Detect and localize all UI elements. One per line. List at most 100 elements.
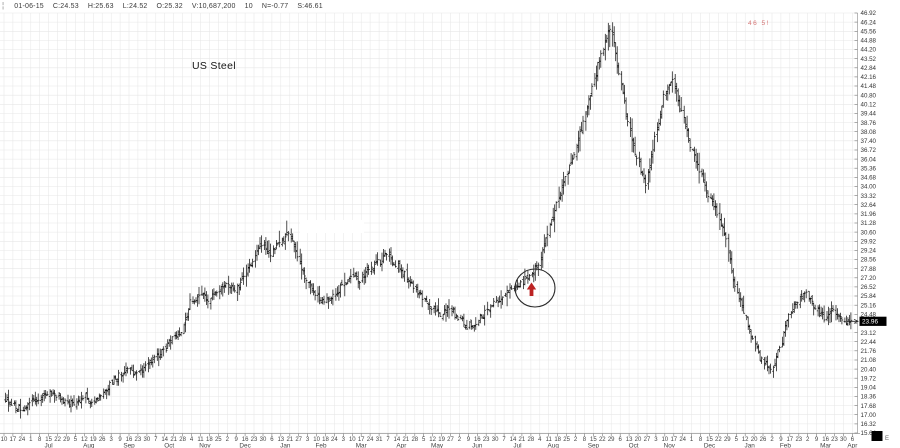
month-label: Nov bbox=[199, 442, 211, 448]
week-tick-label: 6 bbox=[851, 437, 855, 443]
week-tick-label: 15 bbox=[706, 437, 713, 443]
week-tick-label: 24 bbox=[331, 437, 338, 443]
week-tick-label: 11 bbox=[197, 437, 204, 443]
week-tick-label: 18 bbox=[206, 437, 213, 443]
week-tick-label: 29 bbox=[63, 437, 70, 443]
week-tick-label: 16 bbox=[474, 437, 481, 443]
month-label: Jul bbox=[513, 442, 521, 448]
week-tick-label: 8 bbox=[583, 437, 587, 443]
week-tick-label: 12 bbox=[429, 437, 436, 443]
week-tick-label: 19 bbox=[90, 437, 97, 443]
status-s-value: S:46.61 bbox=[297, 3, 323, 10]
week-tick-label: 21 bbox=[402, 437, 409, 443]
week-tick-label: 25 bbox=[215, 437, 222, 443]
week-tick-label: 16 bbox=[126, 437, 133, 443]
price-tick-label: 16.32 bbox=[861, 421, 877, 428]
price-tick-label: 26.52 bbox=[861, 284, 877, 291]
price-tick-label: 43.52 bbox=[861, 56, 877, 63]
week-tick-label: 20 bbox=[635, 437, 642, 443]
week-tick-label: 20 bbox=[751, 437, 758, 443]
status-interval: 10 bbox=[244, 3, 253, 10]
price-tick-label: 20.40 bbox=[861, 366, 877, 373]
month-label: Aug bbox=[83, 442, 95, 448]
week-tick-label: 9 bbox=[235, 437, 239, 443]
month-label: Jul bbox=[45, 442, 53, 448]
month-label: Mar bbox=[820, 442, 832, 448]
week-tick-label: 23 bbox=[795, 437, 802, 443]
month-label: Jan bbox=[745, 442, 756, 448]
week-tick-label: 7 bbox=[154, 437, 158, 443]
week-tick-label: 9 bbox=[815, 437, 819, 443]
week-tick-label: 23 bbox=[831, 437, 838, 443]
week-tick-label: 24 bbox=[19, 437, 26, 443]
price-tick-label: 46.24 bbox=[861, 19, 877, 26]
price-tick-label: 36.72 bbox=[861, 147, 877, 154]
whiteout-patch bbox=[424, 297, 482, 310]
week-tick-label: 11 bbox=[546, 437, 553, 443]
week-tick-label: 28 bbox=[528, 437, 535, 443]
week-tick-label: 23 bbox=[135, 437, 142, 443]
week-tick-label: 1 bbox=[29, 437, 33, 443]
week-tick-label: 21 bbox=[519, 437, 526, 443]
price-tick-label: 44.20 bbox=[861, 47, 877, 54]
week-tick-label: 29 bbox=[608, 437, 615, 443]
week-tick-label: 30 bbox=[260, 437, 267, 443]
month-label: Mar bbox=[356, 442, 368, 448]
week-tick-label: 10 bbox=[313, 437, 320, 443]
month-label: Sep bbox=[588, 442, 600, 448]
month-label: May bbox=[431, 442, 444, 448]
week-tick-label: 27 bbox=[295, 437, 302, 443]
week-tick-label: 9 bbox=[779, 437, 783, 443]
month-label: Apr bbox=[396, 442, 407, 448]
week-tick-label: 17 bbox=[10, 437, 17, 443]
status-low: L:24.52 bbox=[122, 3, 148, 10]
status-date: 01-06-15 bbox=[14, 3, 44, 10]
status-open: O:25.32 bbox=[156, 3, 183, 10]
price-tick-label: 33.32 bbox=[861, 193, 877, 200]
price-tick-label: 34.00 bbox=[861, 184, 877, 191]
week-tick-label: 27 bbox=[644, 437, 651, 443]
status-high: H:25.63 bbox=[87, 3, 114, 10]
price-axis: 46.92 46.24 45.56 44.88 44.20 43.52 42.84 42.16… bbox=[854, 10, 877, 437]
price-tick-label: 38.76 bbox=[861, 120, 877, 127]
week-tick-label: 2 bbox=[806, 437, 810, 443]
week-tick-label: 10 bbox=[349, 437, 356, 443]
month-label: Oct bbox=[164, 442, 174, 448]
last-price-box: 23.96 bbox=[847, 316, 887, 326]
week-tick-label: 3 bbox=[306, 437, 310, 443]
week-tick-label: 7 bbox=[502, 437, 506, 443]
week-tick-label: 16 bbox=[242, 437, 249, 443]
price-tick-label: 24.48 bbox=[861, 312, 877, 319]
price-tick-label: 27.20 bbox=[861, 275, 877, 282]
month-label: Jun bbox=[472, 442, 483, 448]
month-label: Dec bbox=[239, 442, 251, 448]
status-net-change: N=-0.77 bbox=[261, 3, 289, 10]
red-up-arrow-marker bbox=[526, 282, 537, 296]
price-tick-label: 44.88 bbox=[861, 38, 877, 45]
week-tick-label: 10 bbox=[661, 437, 668, 443]
week-tick-label: 27 bbox=[447, 437, 454, 443]
price-tick-label: 40.12 bbox=[861, 102, 877, 109]
week-tick-label: 9 bbox=[118, 437, 122, 443]
week-tick-label: 9 bbox=[467, 437, 471, 443]
price-tick-label: 17.68 bbox=[861, 403, 877, 410]
week-tick-label: 7 bbox=[386, 437, 390, 443]
price-tick-label: 28.56 bbox=[861, 257, 877, 264]
week-tick-label: 3 bbox=[654, 437, 658, 443]
week-tick-label: 3 bbox=[110, 437, 114, 443]
week-tick-label: 10 bbox=[1, 437, 8, 443]
month-label: Apr bbox=[847, 442, 858, 448]
week-tick-label: 24 bbox=[679, 437, 686, 443]
status-volume: V:10,687,200 bbox=[191, 3, 236, 10]
week-tick-label: 6 bbox=[270, 437, 274, 443]
week-tick-label: 22 bbox=[54, 437, 61, 443]
whiteout-patch bbox=[518, 251, 552, 262]
week-tick-label: 1 bbox=[690, 437, 694, 443]
week-tick-label: 12 bbox=[742, 437, 749, 443]
week-tick-label: 8 bbox=[38, 437, 42, 443]
annotations: 46 5! bbox=[514, 20, 768, 308]
price-tick-label: 22.44 bbox=[861, 339, 877, 346]
status-bar: ¦ 01-06-15 C:24.53 H:25.63 L:24.52 O:25.… bbox=[2, 1, 323, 10]
